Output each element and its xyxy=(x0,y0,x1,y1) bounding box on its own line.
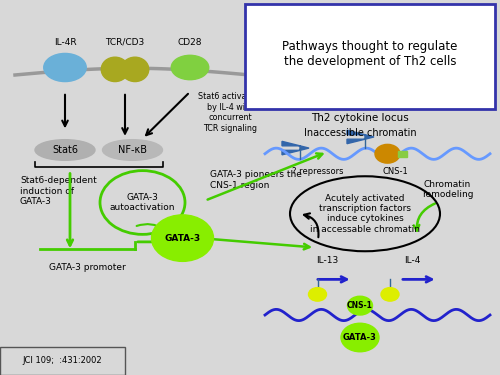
Text: Stat6 activation
by IL-4 with
concurrent
TCR signaling: Stat6 activation by IL-4 with concurrent… xyxy=(198,92,262,133)
Text: IL-4R: IL-4R xyxy=(54,38,76,47)
Text: Inaccessible chromatin: Inaccessible chromatin xyxy=(304,128,416,138)
Text: JCI 109;  :431:2002: JCI 109; :431:2002 xyxy=(22,356,102,365)
Text: Stat6: Stat6 xyxy=(52,145,78,155)
Circle shape xyxy=(341,323,379,352)
Circle shape xyxy=(152,215,214,261)
Ellipse shape xyxy=(44,54,86,82)
Text: ? repressors: ? repressors xyxy=(292,167,344,176)
Text: Pathways thought to regulate
the development of Th2 cells: Pathways thought to regulate the develop… xyxy=(282,40,458,68)
Ellipse shape xyxy=(121,57,149,82)
FancyArrow shape xyxy=(347,130,374,144)
Text: GATA-3 pioneers the
CNS-1 region: GATA-3 pioneers the CNS-1 region xyxy=(210,170,302,190)
FancyBboxPatch shape xyxy=(245,4,495,109)
Ellipse shape xyxy=(171,56,209,80)
FancyBboxPatch shape xyxy=(0,347,125,375)
Text: CD28: CD28 xyxy=(178,38,202,47)
Text: NF-κB: NF-κB xyxy=(118,145,147,155)
Text: Th2 cytokine locus: Th2 cytokine locus xyxy=(311,113,409,123)
Bar xyxy=(398,151,406,157)
Text: IL-4: IL-4 xyxy=(404,256,420,265)
Text: CNS-1: CNS-1 xyxy=(382,167,408,176)
Text: GATA-3: GATA-3 xyxy=(343,333,377,342)
Text: GATA-3 promoter: GATA-3 promoter xyxy=(49,262,126,272)
Circle shape xyxy=(308,288,326,301)
Text: GATA-3
autoactivation: GATA-3 autoactivation xyxy=(110,193,176,212)
Circle shape xyxy=(381,288,399,301)
Circle shape xyxy=(348,296,372,315)
Text: Stat6-dependent
induction of
GATA-3: Stat6-dependent induction of GATA-3 xyxy=(20,176,97,206)
Ellipse shape xyxy=(102,140,162,160)
Ellipse shape xyxy=(101,57,129,82)
Circle shape xyxy=(375,144,400,163)
Text: IL-13: IL-13 xyxy=(316,256,338,265)
FancyArrow shape xyxy=(282,141,309,155)
Text: GATA-3: GATA-3 xyxy=(164,234,200,243)
Text: CNS-1: CNS-1 xyxy=(347,301,373,310)
Text: TCR/CD3: TCR/CD3 xyxy=(106,38,144,47)
Text: Acutely activated
transcription factors
induce cytokines
in accessable chromatin: Acutely activated transcription factors … xyxy=(310,194,420,234)
Ellipse shape xyxy=(35,140,95,160)
Text: Chromatin
remodeling: Chromatin remodeling xyxy=(422,180,473,199)
